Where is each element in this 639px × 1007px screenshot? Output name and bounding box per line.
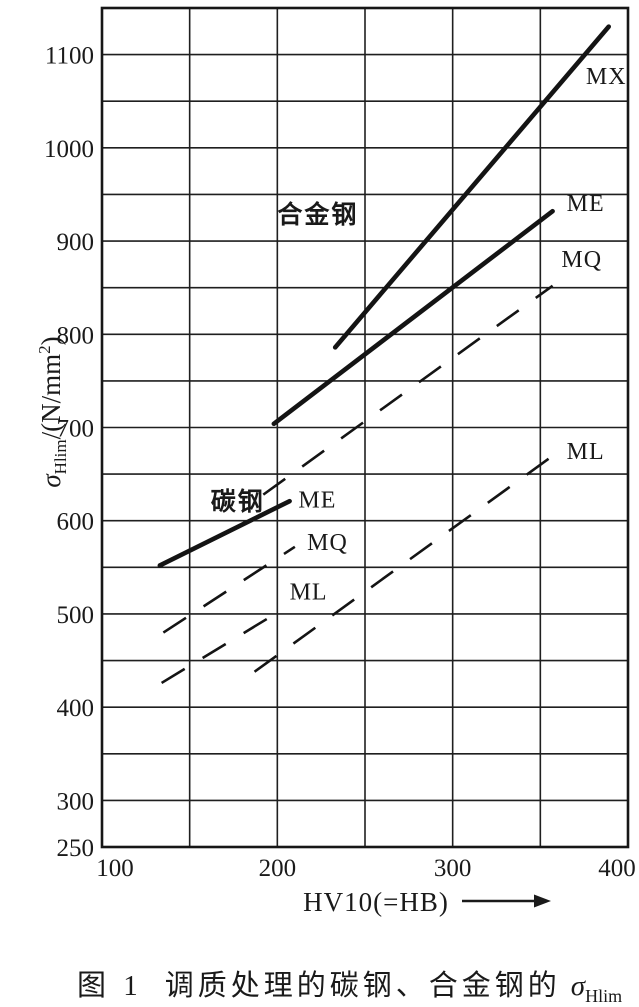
x-axis-title: HV10(=HB) <box>303 887 449 917</box>
y-tick-label: 500 <box>57 602 95 629</box>
caption-sigma-symbol: σHlim <box>570 970 623 1006</box>
y-tick-label: 1100 <box>45 43 94 70</box>
x-tick-label: 200 <box>259 855 297 882</box>
plot-border <box>100 6 630 849</box>
x-axis-arrow <box>462 894 551 908</box>
group-label-carbon: 碳钢 <box>211 488 265 516</box>
x-tick-label: 100 <box>96 855 134 882</box>
series-label-carbon-ML: ML <box>290 580 328 606</box>
grid <box>101 7 629 848</box>
y-tick-label: 600 <box>57 509 95 536</box>
caption-figure-number: 图 1 <box>77 970 139 1002</box>
y-tick-label: 300 <box>57 788 95 815</box>
series-label-carbon-ME: ME <box>298 487 336 513</box>
series-line-carbon-ME <box>157 498 292 568</box>
y-tick-label: 700 <box>57 416 95 443</box>
series-label-carbon-MQ: MQ <box>307 530 348 556</box>
y-tick-label: 1000 <box>44 136 94 163</box>
series-label-alloy-MX: MX <box>586 64 627 90</box>
y-axis-title: σHlim/(N/mm2) <box>35 336 70 487</box>
y-tick-label: 250 <box>57 835 95 862</box>
x-tick-label: 400 <box>598 855 636 882</box>
series-line-alloy-MQ <box>262 284 554 496</box>
group-label-alloy: 合金钢 <box>277 200 358 229</box>
figure-caption: 图 1 调质处理的碳钢、合金钢的 σHlim <box>77 962 622 1007</box>
series-label-alloy-ML: ML <box>567 439 605 465</box>
y-tick-label: 400 <box>57 695 95 722</box>
series-line-alloy-ME <box>271 208 555 427</box>
sigma-hlim-line-chart: 250 300 400 500 600 700 800 900 1000 1100 100 200 30… <box>35 6 636 917</box>
caption-sigma-subscript: Hlim <box>585 985 623 1006</box>
x-tick-label: 300 <box>434 855 472 882</box>
series-line-carbon-ML <box>160 607 286 685</box>
series-label-alloy-MQ: MQ <box>561 247 602 273</box>
series-line-carbon-MQ <box>162 545 296 634</box>
y-tick-label: 800 <box>57 322 95 349</box>
series-line-alloy-MX <box>332 24 612 350</box>
series-label-alloy-ME: ME <box>567 191 605 217</box>
x-axis-arrow-head <box>534 894 551 908</box>
series-line-alloy-ML <box>253 449 561 673</box>
caption-title: 调质处理的碳钢、合金钢的 <box>164 970 561 1002</box>
y-tick-label: 900 <box>57 229 95 256</box>
